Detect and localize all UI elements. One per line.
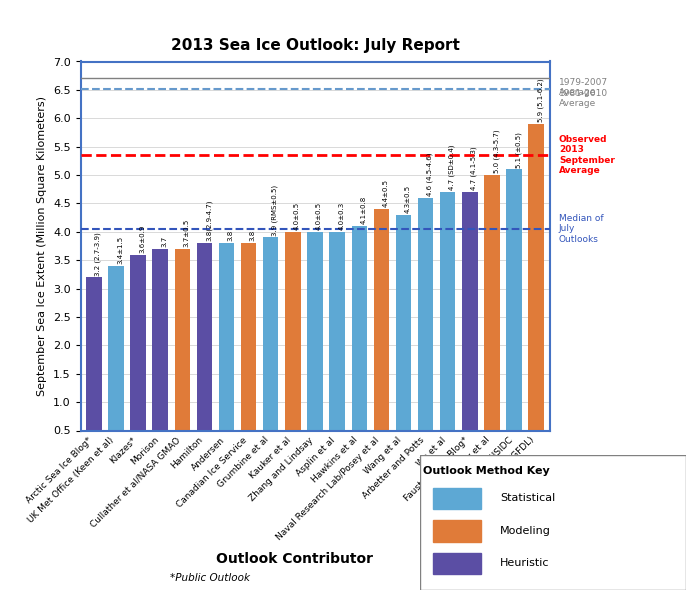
Bar xyxy=(484,175,500,459)
Bar xyxy=(219,243,234,459)
Text: 3.2 (2.7-3.9): 3.2 (2.7-3.9) xyxy=(95,232,101,276)
Text: 4.1±0.8: 4.1±0.8 xyxy=(360,196,366,224)
Text: 3.9 (RMS±0.5): 3.9 (RMS±0.5) xyxy=(272,184,279,236)
Bar xyxy=(263,237,279,459)
Bar xyxy=(86,277,101,459)
Text: 3.4±1.5: 3.4±1.5 xyxy=(117,236,123,264)
Text: 4.7 (4.1-5.3): 4.7 (4.1-5.3) xyxy=(471,147,477,191)
Text: Median of
July
Outlooks: Median of July Outlooks xyxy=(559,214,603,244)
Text: 1979-2007
Average: 1979-2007 Average xyxy=(559,78,608,97)
Text: 4.0±0.5: 4.0±0.5 xyxy=(294,202,300,230)
Text: 4.4±0.5: 4.4±0.5 xyxy=(382,180,389,207)
Bar xyxy=(395,215,411,459)
Bar xyxy=(433,552,481,574)
Title: 2013 Sea Ice Outlook: July Report: 2013 Sea Ice Outlook: July Report xyxy=(171,38,459,54)
Bar xyxy=(433,520,481,542)
Text: Outlook Method Key: Outlook Method Key xyxy=(423,466,550,476)
Text: *Public Outlook: *Public Outlook xyxy=(170,573,250,583)
Bar xyxy=(351,226,367,459)
Text: 1981-2010
Average: 1981-2010 Average xyxy=(559,89,608,108)
Text: 4.0±0.5: 4.0±0.5 xyxy=(316,202,322,230)
Text: Outlook Contributor: Outlook Contributor xyxy=(216,552,372,566)
Bar xyxy=(440,192,456,459)
Bar xyxy=(330,232,345,459)
Text: 5.9 (5.1-6.2): 5.9 (5.1-6.2) xyxy=(538,79,544,122)
Bar xyxy=(506,169,522,459)
Text: Modeling: Modeling xyxy=(500,526,551,536)
Bar xyxy=(307,232,323,459)
Text: 4.6 (4.5-4.6): 4.6 (4.5-4.6) xyxy=(427,153,433,196)
Text: 3.7±0.5: 3.7±0.5 xyxy=(183,219,190,247)
Bar xyxy=(528,124,544,459)
Bar xyxy=(108,266,124,459)
Text: 4.3±0.5: 4.3±0.5 xyxy=(405,185,411,213)
Bar xyxy=(285,232,300,459)
Text: 5.0 (4.3-5.7): 5.0 (4.3-5.7) xyxy=(493,130,500,173)
Bar xyxy=(462,192,477,459)
Text: 3.8: 3.8 xyxy=(250,230,255,242)
Y-axis label: September Sea Ice Extent (Million Square Kilometers): September Sea Ice Extent (Million Square… xyxy=(38,96,48,396)
Bar xyxy=(418,198,433,459)
Bar xyxy=(374,209,389,459)
FancyBboxPatch shape xyxy=(420,455,686,590)
Text: 4.7 (SD±0.4): 4.7 (SD±0.4) xyxy=(449,145,455,191)
Text: Observed
2013
September
Average: Observed 2013 September Average xyxy=(559,135,615,175)
Bar xyxy=(153,249,168,459)
Text: 3.7: 3.7 xyxy=(161,236,167,247)
Text: 4.0±0.3: 4.0±0.3 xyxy=(338,202,344,230)
Text: 3.6±0.9: 3.6±0.9 xyxy=(139,224,145,253)
Bar xyxy=(197,243,212,459)
Bar xyxy=(241,243,256,459)
Text: 3.8(2.9-4.7): 3.8(2.9-4.7) xyxy=(206,200,212,242)
Text: Statistical: Statistical xyxy=(500,493,555,504)
Bar xyxy=(174,249,190,459)
Text: 5.1 (±0.5): 5.1 (±0.5) xyxy=(515,132,522,168)
Text: 3.8: 3.8 xyxy=(228,230,234,242)
Bar xyxy=(130,255,146,459)
Text: Heuristic: Heuristic xyxy=(500,558,550,568)
Bar xyxy=(433,488,481,509)
